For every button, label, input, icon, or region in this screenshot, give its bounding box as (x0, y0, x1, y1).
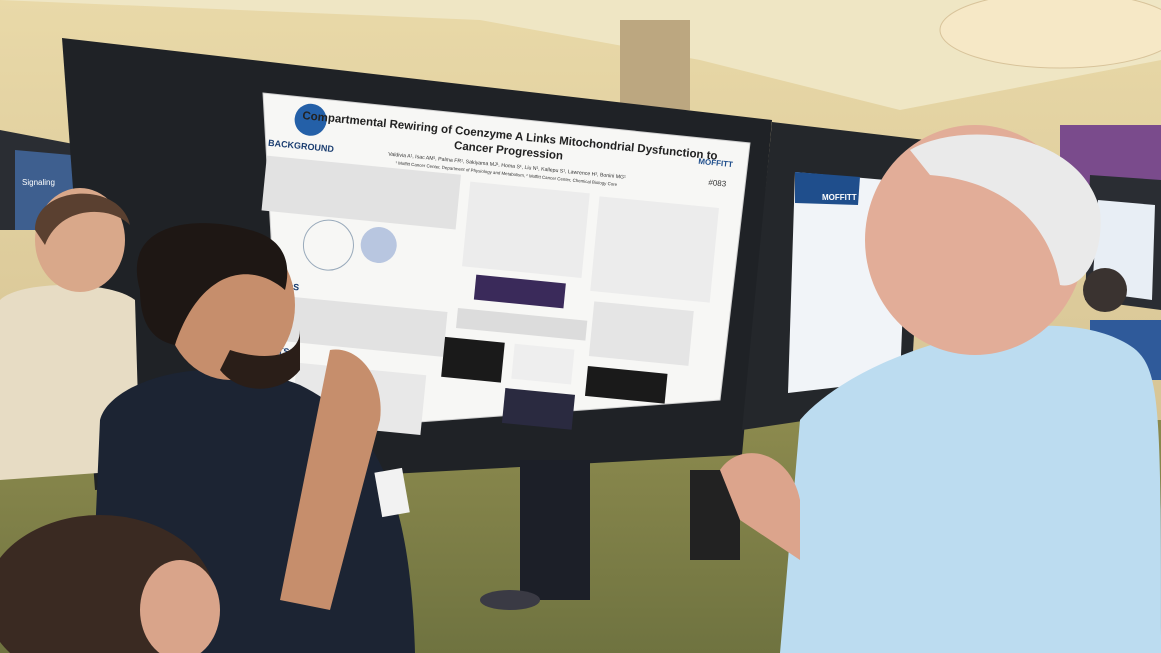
person-hand (720, 453, 800, 560)
person-face (140, 560, 220, 653)
figure (441, 336, 505, 383)
figure (584, 366, 668, 404)
figure (501, 388, 576, 430)
right-poster-logo: MOFFITT (822, 193, 857, 202)
person-hair (910, 134, 1101, 286)
logo-icon (294, 103, 327, 136)
figure (473, 274, 566, 309)
left-poster-text: Signaling (22, 178, 55, 187)
ceiling (0, 0, 1161, 110)
figure (588, 301, 694, 366)
right-poster-header (795, 172, 860, 205)
shoe (480, 590, 540, 610)
poster-number: #083 (708, 178, 727, 189)
pillar (620, 20, 690, 110)
diagram (360, 227, 397, 264)
figure (511, 343, 575, 385)
figure (590, 196, 719, 303)
lamp (939, 0, 1161, 69)
person-hair (136, 223, 288, 345)
person-shirt (780, 325, 1161, 653)
person-head (1083, 268, 1127, 312)
person-hand (280, 349, 381, 610)
poster-logo: MOFFITT (698, 157, 733, 169)
diagram (302, 219, 354, 271)
person-hair (35, 193, 130, 245)
badge (374, 467, 410, 518)
person-beard (220, 330, 300, 389)
text-block (261, 155, 461, 230)
figure (455, 308, 588, 341)
figure (462, 181, 590, 278)
person-legs (520, 460, 590, 600)
